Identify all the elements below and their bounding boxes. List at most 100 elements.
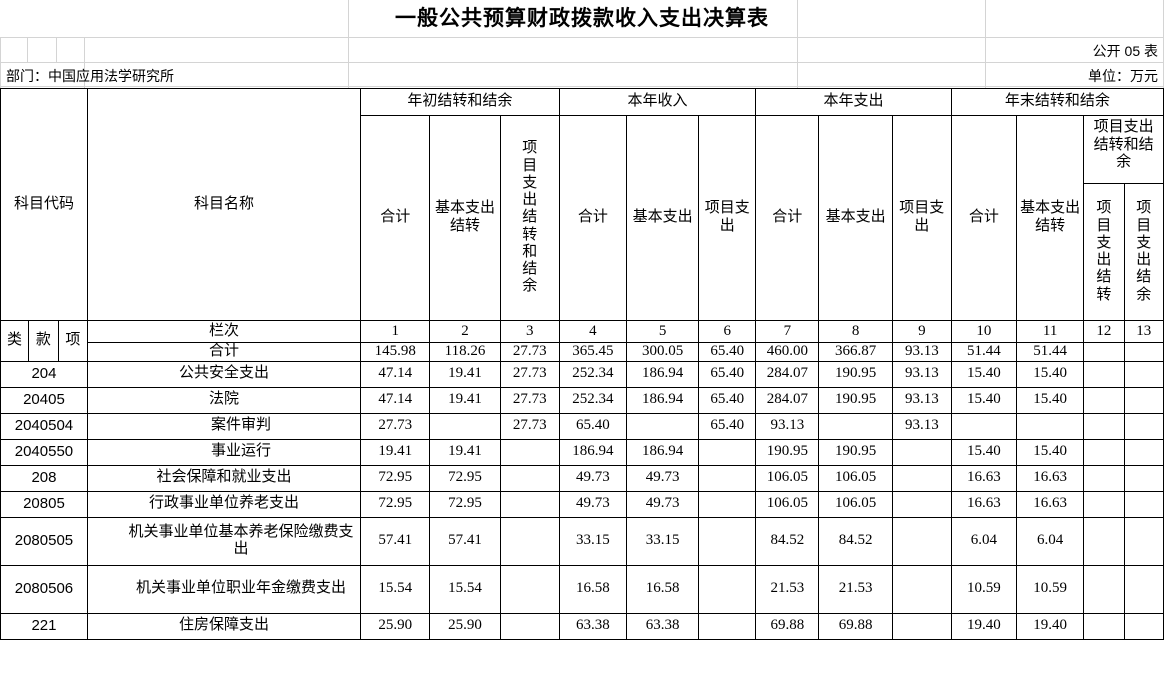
department-label: 部门：中国应用法学研究所 [6, 68, 174, 84]
row-value-col-10: 16.63 [950, 490, 1017, 518]
sheet-grid-line [27, 38, 28, 63]
row-value-col-11: 10.59 [1015, 564, 1085, 614]
row-value-col-13 [1123, 612, 1164, 640]
row-value-col-1: 19.41 [360, 438, 431, 466]
row-subject-name: 事业运行 [86, 438, 362, 466]
col-number: 2 [429, 320, 501, 343]
row-value-col-3 [499, 612, 560, 640]
subheader-row-vertical: 项目支出结转 项目支出结余 [1, 183, 1164, 321]
row-value-col-11: 19.40 [1015, 612, 1085, 640]
row-value-col-4: 49.73 [558, 490, 627, 518]
row-value-col-2: 19.41 [429, 386, 501, 414]
header-xiang: 项 [57, 320, 88, 362]
subheader-col-4: 合计 [558, 115, 627, 321]
row-value-col-6: 65.40 [698, 360, 757, 388]
group-header-opening-balance: 年初结转和结余 [360, 88, 560, 116]
row-value-col-6 [698, 564, 757, 614]
row-value-col-4: 186.94 [558, 438, 627, 466]
sheet-grid-row [0, 0, 1164, 38]
grand-total-cell: 300.05 [625, 342, 700, 362]
row-subject-code: 2040504 [0, 412, 88, 440]
table-row: 2080506 机关事业单位职业年金缴费支出 15.54 15.54 16.58 16.5… [0, 564, 1164, 614]
row-value-col-12 [1083, 464, 1125, 492]
sheet-top-area: 一般公共预算财政拨款收入支出决算表 公开 05 表 部门：中国应用法学研究所 单… [0, 0, 1164, 88]
row-value-col-11 [1015, 412, 1085, 440]
row-value-col-2: 57.41 [429, 516, 501, 566]
sheet-grid-row [0, 63, 1164, 87]
subheader-col-6: 项目支出 [698, 115, 757, 321]
group-header-closing-balance: 年末结转和结余 [950, 88, 1164, 116]
row-value-col-10: 15.40 [950, 360, 1017, 388]
row-value-col-4: 63.38 [558, 612, 627, 640]
table-row: 2040504 案件审判 27.73 27.73 65.40 65.40 93.13 93.1… [0, 412, 1164, 440]
row-value-col-9: 93.13 [891, 360, 952, 388]
row-value-col-12 [1083, 438, 1125, 466]
row-value-col-10: 15.40 [950, 438, 1017, 466]
row-value-col-6 [698, 438, 757, 466]
col-number: 8 [818, 320, 893, 343]
row-value-col-9: 93.13 [891, 412, 952, 440]
row-subject-code: 20405 [0, 386, 88, 414]
table-row: 2080505 机关事业单位基本养老保险缴费支出 57.41 57.41 33.15 33… [0, 516, 1164, 566]
subheader-col-11: 基本支出结转 [1015, 115, 1085, 321]
subheader-col-8: 基本支出 [818, 115, 893, 321]
row-value-col-4: 49.73 [558, 464, 627, 492]
table-row: 2040550 事业运行 19.41 19.41 186.94 186.94 190.95 1… [0, 438, 1164, 466]
header-lanci: 栏次 [86, 320, 362, 343]
row-value-col-13 [1123, 412, 1164, 440]
row-value-col-9: 93.13 [891, 386, 952, 414]
table-row: 208 社会保障和就业支出 72.95 72.95 49.73 49.73 106.05 10… [0, 464, 1164, 492]
table-row: 20805 行政事业单位养老支出 72.95 72.95 49.73 49.73 106.0… [0, 490, 1164, 518]
subgroup-header-row: 合计 基本支出结转 项目支出结转和结余 合计 基本支出 项目支出 合计 基本支出… [1, 115, 1164, 321]
row-value-col-1: 72.95 [360, 490, 431, 518]
row-value-col-5 [625, 412, 700, 440]
row-value-col-8: 21.53 [818, 564, 893, 614]
col-number: 12 [1083, 320, 1125, 343]
row-subject-name: 机关事业单位基本养老保险缴费支出 [86, 516, 362, 566]
col-number: 9 [891, 320, 952, 343]
row-subject-name: 机关事业单位职业年金缴费支出 [86, 564, 362, 614]
row-value-col-10: 10.59 [950, 564, 1017, 614]
sheet-grid-line [985, 0, 986, 88]
row-value-col-11: 16.63 [1015, 464, 1085, 492]
subgroup-header-project-carryover: 项目支出结转和结余 [1083, 115, 1164, 184]
group-header-year-income: 本年收入 [558, 88, 757, 116]
row-value-col-5: 16.58 [625, 564, 700, 614]
grand-total-cell [1123, 342, 1164, 362]
row-value-col-1: 25.90 [360, 612, 431, 640]
row-value-col-12 [1083, 412, 1125, 440]
row-value-col-2: 25.90 [429, 612, 501, 640]
row-value-col-5: 186.94 [625, 386, 700, 414]
row-value-col-3 [499, 464, 560, 492]
row-value-col-4: 252.34 [558, 360, 627, 388]
table-row: 20405 法院 47.14 19.41 27.73 252.34 186.94 65.40 2… [0, 386, 1164, 414]
row-value-col-9 [891, 564, 952, 614]
row-value-col-10: 19.40 [950, 612, 1017, 640]
row-subject-code: 221 [0, 612, 88, 640]
row-value-col-11: 15.40 [1015, 360, 1085, 388]
col-number: 7 [755, 320, 820, 343]
row-value-col-13 [1123, 464, 1164, 492]
grand-total-cell: 460.00 [755, 342, 820, 362]
subheader-col-13: 项目支出结余 [1123, 183, 1164, 321]
row-value-col-8: 190.95 [818, 438, 893, 466]
row-value-col-9 [891, 464, 952, 492]
row-value-col-2: 19.41 [429, 438, 501, 466]
row-value-col-4: 252.34 [558, 386, 627, 414]
row-subject-name: 案件审判 [86, 412, 362, 440]
sheet-grid-row [0, 38, 1164, 63]
row-value-col-3: 27.73 [499, 386, 560, 414]
row-value-col-6 [698, 464, 757, 492]
col-number: 3 [499, 320, 560, 343]
col-number: 1 [360, 320, 431, 343]
unit-label: 单位：万元 [1088, 68, 1158, 84]
subheader-col-12: 项目支出结转 [1083, 183, 1125, 321]
row-value-col-8: 106.05 [818, 490, 893, 518]
row-subject-code: 2080506 [0, 564, 88, 614]
row-value-col-2: 19.41 [429, 360, 501, 388]
row-value-col-1: 47.14 [360, 386, 431, 414]
row-value-col-7: 106.05 [755, 464, 820, 492]
row-value-col-10 [950, 412, 1017, 440]
row-value-col-4: 33.15 [558, 516, 627, 566]
subheader-col-9: 项目支出 [891, 115, 952, 321]
